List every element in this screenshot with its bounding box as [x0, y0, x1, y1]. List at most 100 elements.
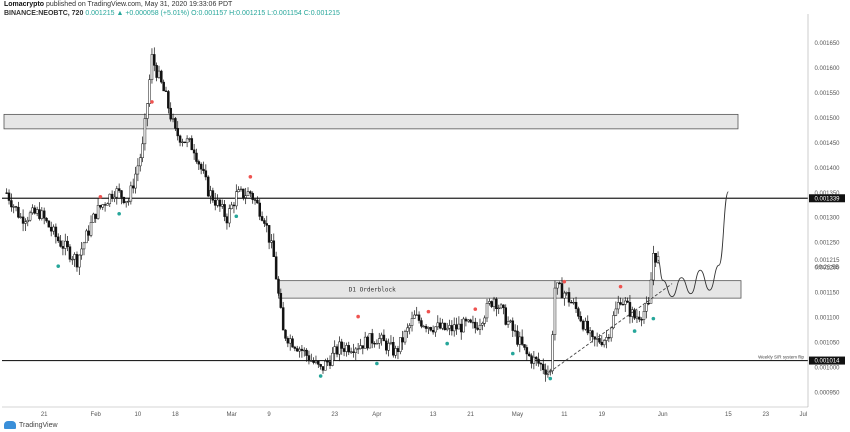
candle-body: [232, 204, 236, 207]
author-name[interactable]: Lomacrypto: [4, 1, 45, 8]
candle-body: [12, 206, 15, 208]
candle-body: [392, 342, 395, 356]
candle-body: [244, 195, 247, 198]
sell-signal-dot: [562, 279, 567, 284]
published-info: published on TradingView.com, May 31, 20…: [46, 1, 233, 8]
candle-body: [235, 191, 238, 207]
candle-body: [581, 320, 585, 330]
candle-body: [424, 325, 428, 329]
candle-body: [324, 361, 327, 371]
candle-body: [427, 327, 430, 329]
candle-body: [300, 348, 304, 351]
candle-body: [544, 369, 547, 375]
candle-body: [38, 209, 41, 219]
x-tick-label: 23: [762, 412, 769, 418]
candle-body: [513, 330, 517, 332]
candle-body: [614, 308, 618, 316]
chart-publisher-line: Lomacrypto published on TradingView.com,…: [4, 1, 232, 8]
candle-body: [389, 342, 393, 344]
candle-body: [17, 206, 20, 218]
candle-body: [331, 352, 334, 366]
candle-body: [204, 170, 208, 178]
candle-body: [167, 91, 170, 109]
candle-body: [230, 204, 233, 209]
candle-body: [375, 343, 379, 345]
candle-body: [551, 334, 554, 372]
sell-signal-dot: [618, 284, 623, 289]
x-tick-label: Jul: [799, 412, 807, 418]
candle-body: [321, 366, 325, 371]
candle-body: [110, 193, 114, 199]
candle-body: [349, 351, 353, 353]
candle-body: [396, 348, 400, 352]
candle-body: [31, 207, 34, 214]
sell-signal-dot: [426, 309, 431, 314]
candle-body: [558, 282, 561, 284]
candle-body: [258, 202, 261, 217]
candle-body: [410, 318, 414, 326]
candle-body: [422, 325, 425, 328]
candle-body: [192, 149, 196, 154]
candle-body: [134, 173, 137, 189]
candle-body: [591, 330, 594, 338]
candle-body: [647, 302, 650, 305]
symbol-line: BINANCE:NEOBTC, 720 0.001215 ▲ +0.000058…: [4, 10, 340, 17]
buy-signal-dot: [632, 329, 637, 333]
candle-body: [286, 338, 290, 344]
y-tick-label: 0.001600: [814, 66, 840, 72]
candle-body: [377, 338, 381, 344]
candle-body: [141, 143, 144, 158]
candle-body: [157, 70, 161, 78]
price-badge-label: 0.001014: [814, 359, 840, 365]
candle-body: [138, 157, 142, 167]
ascending-trendline: [545, 283, 673, 376]
buy-signal-dot: [445, 341, 449, 346]
candle-body: [328, 361, 332, 366]
candle-body: [291, 338, 294, 348]
candle-body: [213, 200, 217, 206]
candle-body: [202, 168, 205, 171]
candle-body: [310, 360, 313, 362]
candle-body: [326, 361, 329, 363]
candle-body: [509, 320, 512, 322]
x-tick-label: 9: [267, 412, 271, 418]
candle-body: [445, 327, 449, 330]
candle-body: [185, 138, 189, 143]
projection-path: [657, 191, 729, 298]
candle-body: [279, 293, 283, 308]
candle-body: [534, 356, 538, 360]
tradingview-footer[interactable]: TradingView: [4, 421, 58, 429]
candle-body: [539, 363, 543, 365]
candle-body: [345, 345, 348, 352]
candle-body: [21, 216, 25, 224]
buy-signal-dot: [56, 264, 61, 268]
candle-body: [146, 103, 149, 119]
candle-body: [452, 324, 456, 332]
candle-body: [434, 326, 437, 333]
zone-rect: [3, 113, 739, 130]
candle-body: [87, 230, 90, 236]
candle-body: [256, 199, 259, 204]
candle-body: [495, 298, 498, 309]
candle-body: [417, 314, 421, 321]
candle-body: [225, 216, 229, 224]
candle-body: [169, 107, 172, 120]
candle-body: [117, 188, 121, 191]
candle-body: [314, 360, 318, 363]
candle-body: [483, 317, 486, 324]
candle-body: [579, 316, 582, 322]
x-tick-label: 23: [331, 412, 338, 418]
y-tick-label: 0.001200: [814, 266, 840, 272]
candle-body: [190, 138, 194, 151]
x-tick-label: 19: [598, 412, 605, 418]
candle-body: [45, 217, 48, 222]
candle-body: [176, 127, 179, 137]
candle-body: [249, 191, 252, 194]
candle-body: [295, 348, 299, 352]
candle-body: [382, 334, 386, 342]
candle-body: [150, 54, 154, 80]
y-tick-label: 0.001000: [814, 366, 840, 372]
candle-body: [35, 209, 39, 214]
candle-body: [342, 348, 346, 352]
